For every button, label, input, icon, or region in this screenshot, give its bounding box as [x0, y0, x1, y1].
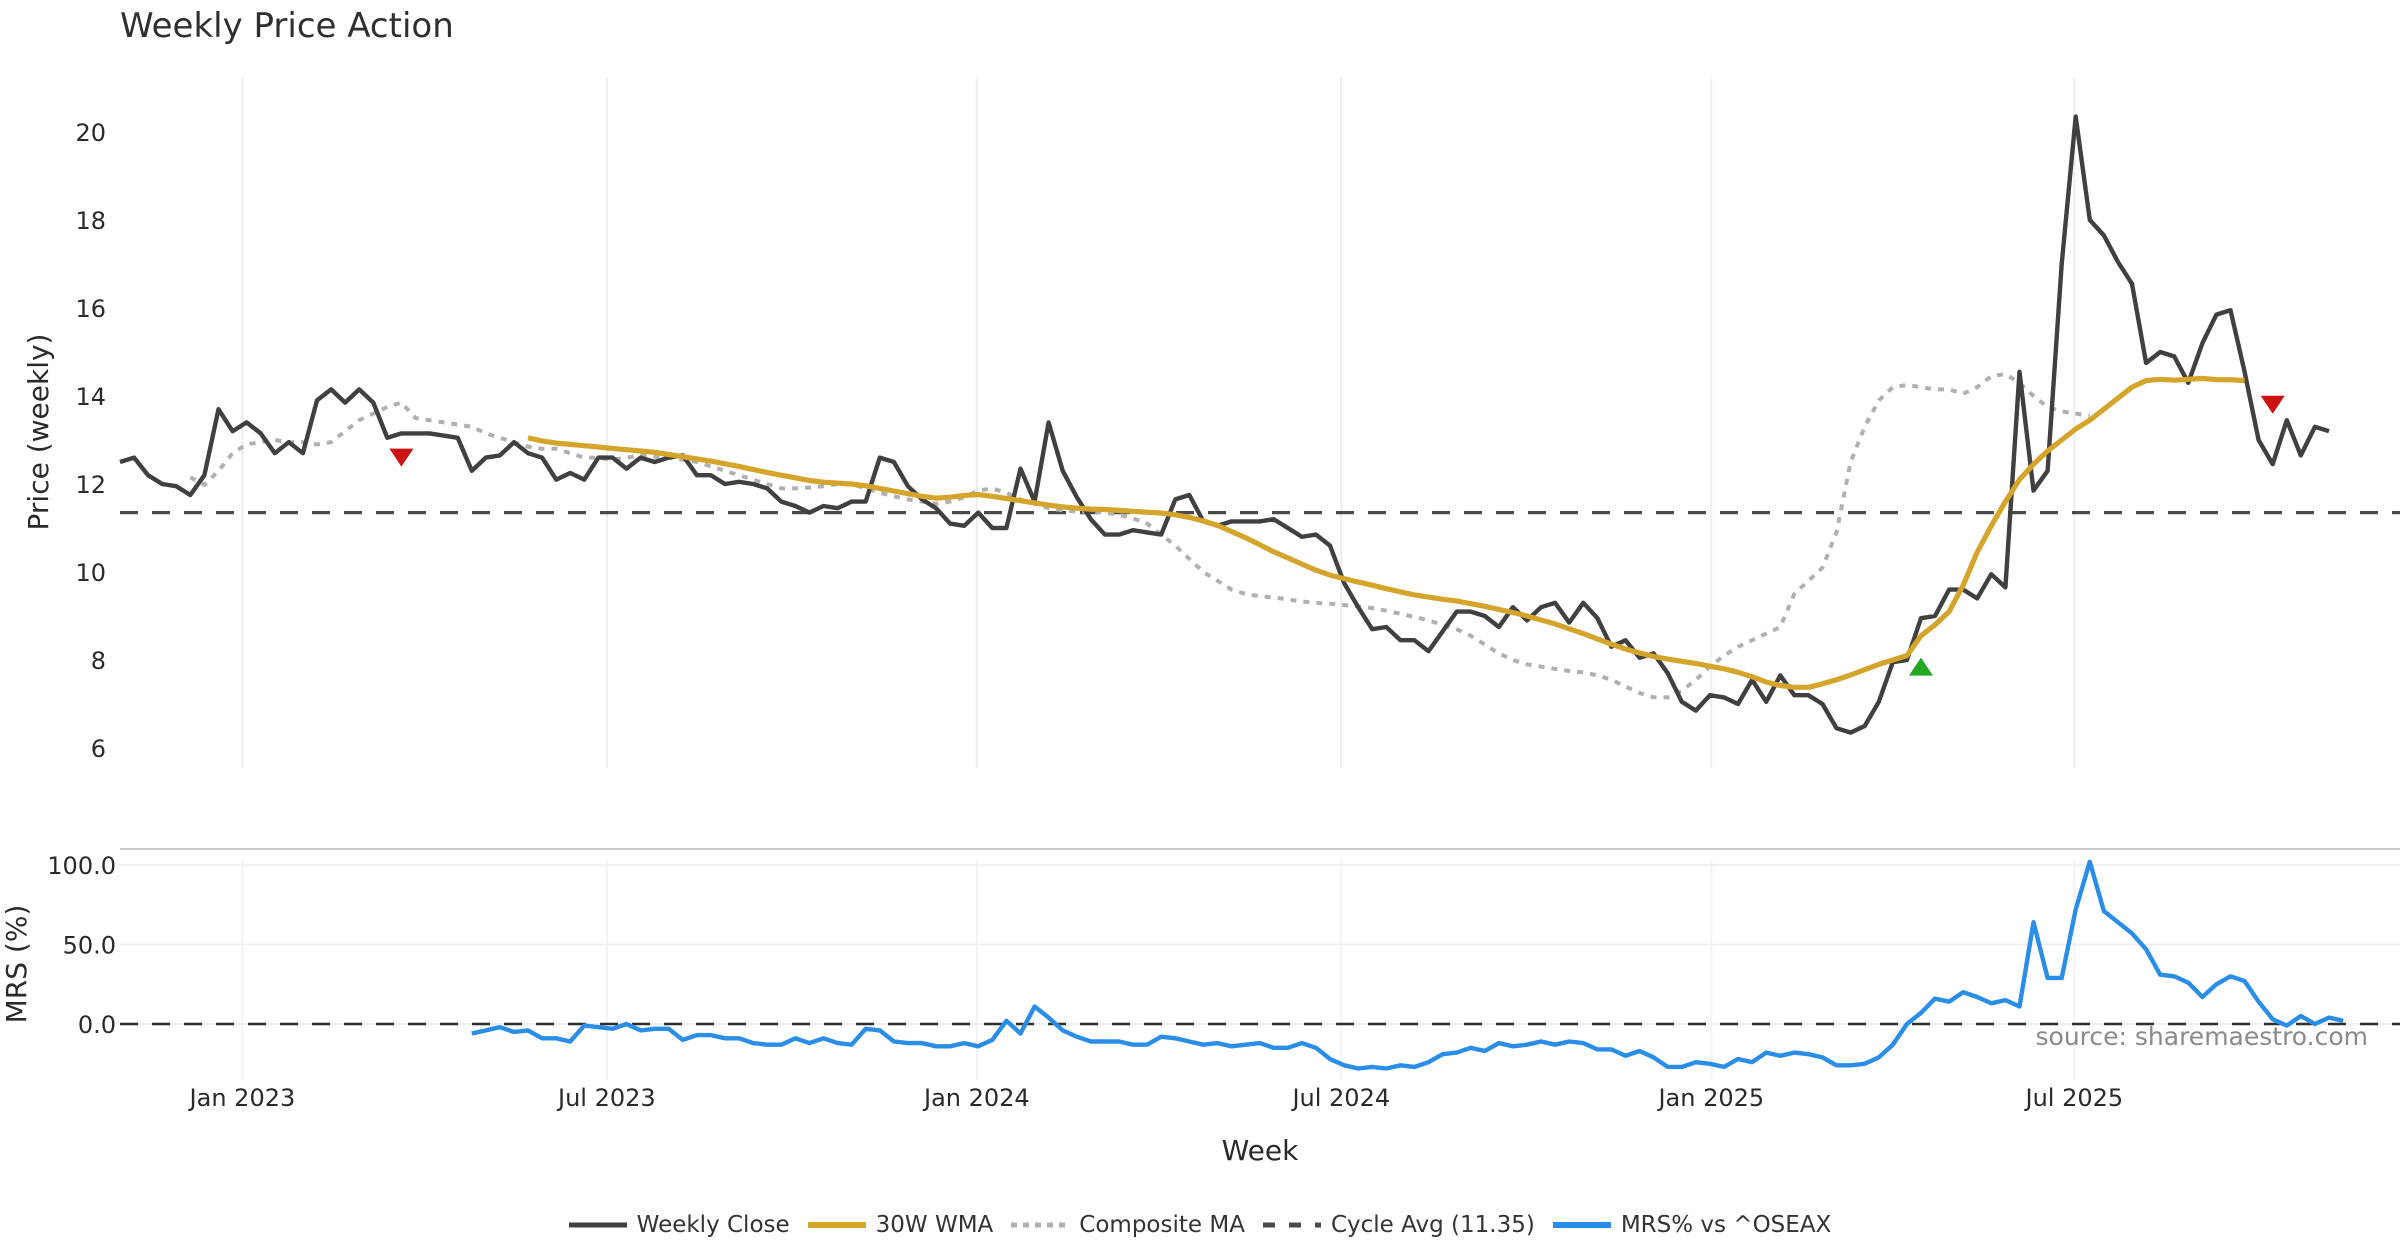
sell-signal-marker	[389, 448, 414, 467]
price-y-tick-label: 8	[91, 647, 106, 675]
x-tick-label: Jul 2025	[2023, 1084, 2123, 1112]
legend-swatch-dotted-line-icon	[1011, 1218, 1070, 1232]
composite-ma-line	[189, 372, 2091, 700]
mrs-panel	[120, 859, 2400, 1071]
legend-item-weekly-close[interactable]: Weekly Close	[568, 1212, 790, 1238]
price-panel	[119, 114, 2400, 735]
x-tick-label: Jan 2023	[188, 1084, 296, 1112]
mrs-y-axis-label: MRS (%)	[0, 905, 33, 1024]
x-tick-label: Jul 2024	[1290, 1084, 1390, 1112]
legend-swatch-solid-line-icon	[1552, 1218, 1611, 1232]
mrs-y-tick-label: 50.0	[63, 932, 116, 960]
mrs-y-tick-label: 100.0	[47, 852, 116, 880]
legend: Weekly Close 30W WMA Composite MA Cycle Avg…	[0, 1212, 2400, 1238]
mrs-line	[471, 859, 2344, 1071]
sell-signal-marker	[2260, 395, 2285, 414]
legend-label: 30W WMA	[875, 1212, 994, 1238]
mrs-y-tick-label: 0.0	[78, 1011, 116, 1039]
price-y-axis-label: Price (weekly)	[22, 334, 55, 531]
x-tick-label: Jul 2023	[556, 1084, 656, 1112]
x-tick-label: Jan 2025	[1656, 1084, 1764, 1112]
price-y-tick-label: 10	[75, 559, 106, 587]
buy-signal-marker	[1908, 657, 1933, 676]
wma-line	[527, 375, 2245, 690]
legend-item-composite-ma[interactable]: Composite MA	[1011, 1212, 1245, 1238]
grid-layer	[120, 78, 2400, 1080]
legend-item-wma[interactable]: 30W WMA	[807, 1212, 994, 1238]
legend-swatch-solid-line-icon	[807, 1218, 866, 1232]
legend-item-mrs[interactable]: MRS% vs ^OSEAX	[1552, 1212, 1832, 1238]
price-y-tick-label: 18	[75, 207, 106, 235]
axis-layer: Jan 2023 Jul 2023 Jan 2024 Jul 2024 Jan 2025…	[47, 119, 2123, 1112]
x-tick-label: Jan 2024	[922, 1084, 1030, 1112]
chart-title: Weekly Price Action	[120, 6, 454, 46]
chart-figure: Jan 2023 Jul 2023 Jan 2024 Jul 2024 Jan 2025…	[0, 78, 2400, 1167]
price-y-tick-label: 12	[75, 471, 106, 499]
price-y-tick-label: 14	[75, 383, 106, 411]
legend-swatch-dashed-line-icon	[1262, 1218, 1321, 1232]
legend-item-cycle-avg[interactable]: Cycle Avg (11.35)	[1262, 1212, 1535, 1238]
x-axis-label: Week	[1222, 1134, 1299, 1167]
source-note: source: sharemaestro.com	[2036, 1022, 2369, 1051]
price-y-tick-label: 20	[75, 119, 106, 147]
legend-label: MRS% vs ^OSEAX	[1620, 1212, 1832, 1238]
legend-label: Weekly Close	[636, 1212, 790, 1238]
legend-swatch-solid-line-icon	[568, 1218, 627, 1232]
legend-label: Composite MA	[1079, 1212, 1245, 1238]
legend-label: Cycle Avg (11.35)	[1330, 1212, 1535, 1238]
price-y-tick-label: 16	[75, 295, 106, 323]
price-y-tick-label: 6	[91, 735, 106, 763]
